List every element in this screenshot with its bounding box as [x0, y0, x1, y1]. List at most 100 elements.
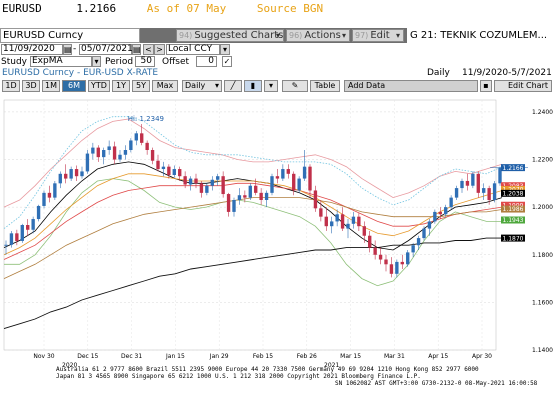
candle-body: [183, 176, 187, 185]
y-tick-label: 1.2200: [532, 157, 553, 164]
candle-body: [232, 200, 236, 212]
candle-body: [74, 169, 79, 177]
candle-body: [243, 195, 247, 198]
draw-tools-icon[interactable]: ✎: [282, 80, 308, 92]
currency-select[interactable]: Local CCY: [166, 44, 220, 55]
chart-grid: [3, 99, 497, 351]
chart-name-field[interactable]: G 21: TEKNIK COZUMLEM...: [407, 28, 555, 43]
year-label-2021: 2021: [324, 362, 339, 369]
start-date-field[interactable]: 11/09/2020: [1, 44, 63, 55]
upper-band-line: [3, 116, 503, 229]
candle-body: [248, 185, 252, 198]
chevron-down-icon[interactable]: ▾: [220, 44, 230, 55]
study-label: Study: [1, 57, 27, 67]
candle-body: [346, 223, 350, 229]
chevron-down-icon[interactable]: ▾: [264, 80, 278, 92]
line-style-icon[interactable]: ╱: [224, 80, 242, 92]
tab-3d[interactable]: 3D: [22, 80, 40, 92]
x-tick-label: Dec 31: [121, 353, 142, 360]
y-axis: 1.2400 1.2200 1.2000 1.1800 1.1600 1.1400: [532, 109, 553, 354]
candle-body: [492, 183, 497, 200]
suggested-charts-button[interactable]: 94) Suggested Charts ▾: [176, 29, 284, 42]
candle-body: [178, 169, 182, 177]
candle-body: [400, 261, 404, 265]
chevron-down-icon: ▾: [395, 31, 400, 40]
footer-line-2: Japan 81 3 4565 8900 Singapore 65 6212 1…: [56, 373, 421, 380]
study-row: Study ExpMA ▾ Period 50 Offset 0 ✓: [0, 56, 555, 68]
candle-body: [221, 176, 225, 195]
chevron-down-icon: ▾: [341, 31, 346, 40]
candle-body: [330, 221, 334, 227]
security-title-field[interactable]: EURUSD Curncy: [0, 28, 140, 43]
study-type-select[interactable]: ExpMA: [30, 56, 92, 67]
next-period-button[interactable]: >: [154, 44, 165, 55]
candle-body: [308, 166, 312, 191]
settings-icon[interactable]: ▪: [480, 80, 492, 92]
candle-body: [47, 192, 52, 198]
edit-button[interactable]: 97) Edit ▾: [352, 29, 404, 42]
price-label-tag: [501, 201, 525, 209]
price-label-tag: [501, 189, 525, 197]
candle-body: [406, 252, 410, 265]
actions-button[interactable]: 96) Actions ▾: [286, 29, 350, 42]
candle-body: [85, 153, 90, 172]
candle-body: [427, 221, 432, 229]
candle-body: [210, 179, 214, 186]
candle-body: [20, 225, 24, 241]
candle-body: [351, 216, 356, 224]
y-tick-label: 1.1400: [532, 347, 553, 354]
candle-body: [465, 180, 470, 186]
candle-body: [319, 208, 323, 217]
edit-chart-button[interactable]: Edit Chart: [494, 80, 552, 92]
price-label-tag: [501, 186, 525, 194]
tab-ytd[interactable]: YTD: [88, 80, 110, 92]
x-tick-label: Nov 30: [33, 353, 54, 360]
chart-subtitle: EURUSD Curncy - EUR-USD X-RATE: [2, 68, 159, 78]
tab-max[interactable]: Max: [152, 80, 178, 92]
candle-body: [9, 233, 14, 245]
end-calendar-icon[interactable]: ▤: [132, 44, 141, 55]
candle-body: [373, 247, 377, 255]
candle-body: [118, 154, 122, 160]
candle-body: [199, 183, 204, 193]
price-label-tag: [501, 164, 525, 172]
tab-1d[interactable]: 1D: [2, 80, 20, 92]
candle-body: [324, 216, 328, 227]
candle-body: [498, 167, 502, 184]
candle-body: [112, 146, 117, 160]
candle-body: [476, 173, 480, 193]
candle-body: [26, 225, 30, 230]
period-field[interactable]: 50: [135, 56, 155, 67]
candle-body: [297, 178, 301, 191]
price-label-text: 1.1943: [503, 217, 524, 224]
table-button[interactable]: Table: [310, 80, 340, 92]
tab-1y[interactable]: 1Y: [112, 80, 130, 92]
add-data-input[interactable]: Add Data: [344, 80, 478, 92]
price-label-text: 1.2166: [503, 165, 524, 172]
date-range-row: 11/09/2020 ▤ - 05/07/2021 ▤ < > Local CC…: [0, 43, 555, 56]
tab-6m[interactable]: 6M: [62, 80, 86, 92]
frequency-select[interactable]: Daily ▾: [182, 80, 222, 92]
menu-bar: EURUSD Curncy 94) Suggested Charts ▾ 96) Ac…: [0, 28, 555, 43]
study-apply-checkbox[interactable]: ✓: [222, 56, 232, 67]
chart-date-range-label: 11/9/2020-5/7/2021: [462, 68, 552, 78]
candle-style-icon[interactable]: ▮: [244, 80, 262, 92]
tab-1m[interactable]: 1M: [42, 80, 60, 92]
end-date-field[interactable]: 05/07/2021: [79, 44, 133, 55]
prev-period-button[interactable]: <: [143, 44, 154, 55]
price-source: Source BGN: [256, 2, 324, 15]
year-label-2020: 2020: [62, 362, 77, 369]
chevron-down-icon[interactable]: ▾: [92, 56, 101, 67]
footer-line-1: Australia 61 2 9777 8600 Brazil 5511 239…: [56, 366, 479, 373]
chevron-down-icon: ▾: [214, 81, 219, 90]
start-calendar-icon[interactable]: ▤: [63, 44, 72, 55]
candle-body: [172, 169, 176, 175]
price-chart[interactable]: 1.2400 1.2200 1.2000 1.1800 1.1600 1.1400 Nov…: [0, 92, 555, 400]
y-tick-label: 1.2000: [532, 204, 553, 211]
candle-body: [389, 264, 394, 274]
offset-field[interactable]: 0: [196, 56, 217, 67]
chart-subtitle-row: EURUSD Curncy - EUR-USD X-RATE Daily 11/…: [0, 68, 555, 79]
candle-body: [368, 235, 372, 248]
candle-body: [433, 211, 437, 222]
tab-5y[interactable]: 5Y: [132, 80, 150, 92]
